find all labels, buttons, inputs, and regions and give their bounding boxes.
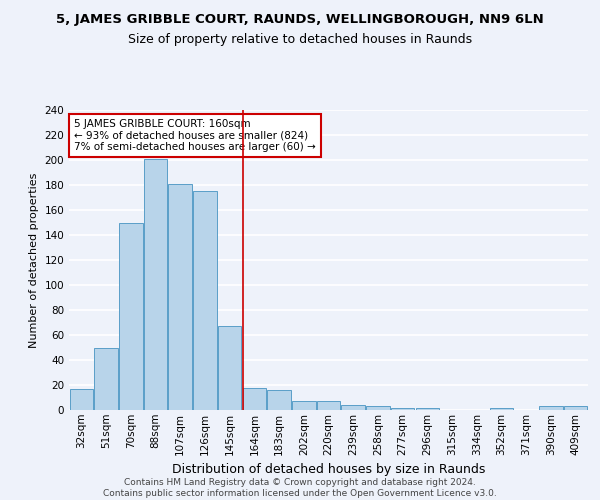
Bar xyxy=(94,348,118,410)
Text: Size of property relative to detached houses in Raunds: Size of property relative to detached ho… xyxy=(128,32,472,46)
Bar xyxy=(144,159,167,410)
Bar xyxy=(119,222,143,410)
Bar xyxy=(391,408,415,410)
Bar xyxy=(416,408,439,410)
Bar xyxy=(169,184,192,410)
Bar xyxy=(366,406,389,410)
Bar xyxy=(218,326,241,410)
Bar xyxy=(490,408,513,410)
X-axis label: Distribution of detached houses by size in Raunds: Distribution of detached houses by size … xyxy=(172,463,485,476)
Text: Contains HM Land Registry data © Crown copyright and database right 2024.
Contai: Contains HM Land Registry data © Crown c… xyxy=(103,478,497,498)
Bar xyxy=(193,191,217,410)
Bar xyxy=(341,405,365,410)
Bar xyxy=(539,406,563,410)
Y-axis label: Number of detached properties: Number of detached properties xyxy=(29,172,39,348)
Bar xyxy=(70,389,93,410)
Bar xyxy=(268,390,291,410)
Bar xyxy=(292,401,316,410)
Bar xyxy=(564,406,587,410)
Bar xyxy=(242,388,266,410)
Text: 5 JAMES GRIBBLE COURT: 160sqm
← 93% of detached houses are smaller (824)
7% of s: 5 JAMES GRIBBLE COURT: 160sqm ← 93% of d… xyxy=(74,119,316,152)
Text: 5, JAMES GRIBBLE COURT, RAUNDS, WELLINGBOROUGH, NN9 6LN: 5, JAMES GRIBBLE COURT, RAUNDS, WELLINGB… xyxy=(56,12,544,26)
Bar xyxy=(317,401,340,410)
